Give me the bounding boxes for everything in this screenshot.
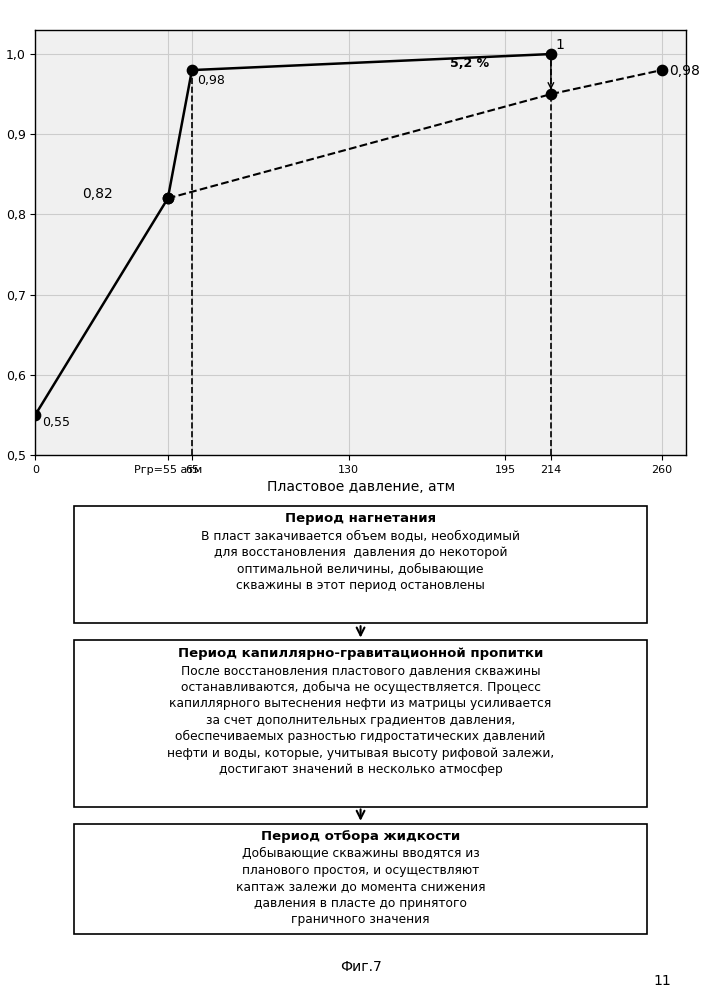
Text: 0,98: 0,98	[669, 64, 700, 78]
Text: Период капиллярно-гравитационной пропитки: Период капиллярно-гравитационной пропитк…	[178, 647, 543, 660]
Text: 0,55: 0,55	[42, 416, 71, 429]
Point	[545, 86, 556, 102]
Text: Фиг.7: Фиг.7	[339, 960, 382, 974]
Text: 11: 11	[654, 974, 672, 988]
FancyBboxPatch shape	[74, 640, 647, 807]
Point	[162, 190, 173, 206]
Text: Добывающие скважины вводятся из
планового простоя, и осуществляют
каптаж залежи : Добывающие скважины вводятся из плановог…	[236, 847, 485, 926]
Point	[162, 190, 173, 206]
Text: После восстановления пластового давления скважины
останавливаются, добыча не осу: После восстановления пластового давления…	[167, 664, 554, 776]
Text: Фиг.6: Фиг.6	[339, 527, 382, 541]
Text: 0,98: 0,98	[197, 74, 225, 87]
Point	[656, 62, 667, 78]
Point	[30, 407, 41, 423]
Text: Период нагнетания: Период нагнетания	[285, 512, 436, 525]
Text: В пласт закачивается объем воды, необходимый
для восстановления  давления до нек: В пласт закачивается объем воды, необход…	[201, 530, 520, 592]
Text: 1: 1	[556, 38, 565, 52]
Point	[186, 62, 197, 78]
Text: 5,2 %: 5,2 %	[450, 57, 489, 70]
X-axis label: Пластовое давление, атм: Пластовое давление, атм	[267, 480, 455, 494]
Point	[545, 46, 556, 62]
FancyBboxPatch shape	[74, 506, 647, 623]
Text: 0,82: 0,82	[82, 187, 112, 201]
FancyBboxPatch shape	[74, 824, 647, 934]
Text: Период отбора жидкости: Период отбора жидкости	[261, 830, 460, 843]
